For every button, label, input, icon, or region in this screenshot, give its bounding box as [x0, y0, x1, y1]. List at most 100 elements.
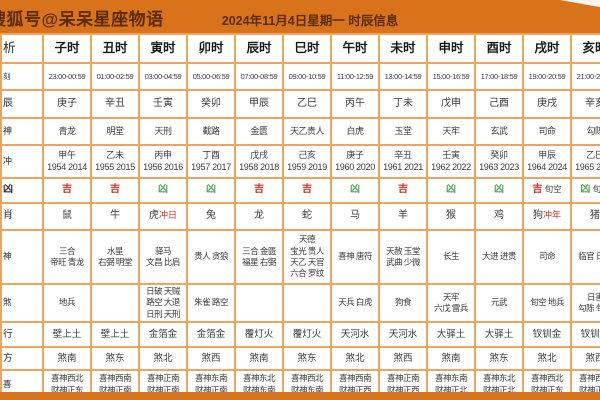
cell-shike: 05:00-06:59 [186, 62, 236, 91]
cell-shen1: 金匮 [234, 117, 284, 146]
cell-shen1: 天刑 [138, 117, 188, 146]
cell-wuxing: 覆灯火 [234, 321, 284, 348]
cell-wuxing: 钗钏金 [522, 321, 572, 348]
cell-wuxing: 钗钏金 [570, 321, 600, 348]
cell-sha: 天兵 白虎 [330, 283, 380, 323]
cell-shichen: 乙巳 [282, 89, 332, 119]
cell-shengxiao: 羊 [378, 202, 428, 231]
cell-shafang: 煞东 [282, 346, 332, 371]
row-label: 煞 [0, 283, 44, 323]
cell-jixiong: 吉 [42, 177, 92, 204]
cell-shike: 19:00-20:59 [522, 62, 572, 91]
cell-sha: 狗食 [378, 283, 428, 323]
inauspicious-flag: 凶 [580, 184, 591, 196]
table-row-chong: 冲甲午 1954 2014 乙未 1955 2015 丙申 1956 2016 丁酉 1957… [0, 144, 600, 179]
cell-chong: 丁酉 1957 2017 [186, 144, 236, 179]
row-label: 冲 [0, 144, 44, 179]
row-label: 凶 [0, 177, 44, 204]
cell-wuxing: 天河水 [378, 321, 428, 348]
inauspicious-flag: 凶 [350, 184, 360, 196]
cell-chong: 己亥 1959 2019 [282, 144, 332, 179]
auspicious-flag: 吉 [62, 184, 72, 196]
cell-shen1: 玉堂 [378, 117, 428, 146]
cell-wuxing: 金箔金 [186, 321, 236, 348]
page-title: 2024年11月4日星期一 时辰信息 [221, 14, 399, 28]
cell-shichen: 辛丑 [90, 89, 140, 119]
cell-chong: 甲午 1954 2014 [42, 144, 92, 179]
account-name: 搜狐号@呆呆星座物语 [0, 10, 164, 29]
cell-shengxiao: 虎冲日 [138, 202, 188, 231]
cell-shafang: 煞东 [90, 346, 140, 371]
table-row-wuxing: 行壁上土壁上土金箔金金箔金覆灯火覆灯火天河水天河水大驿土大驿土钗钏金钗钏金 [0, 321, 600, 348]
cell-shafang: 煞北 [522, 346, 572, 371]
column-header-丑时: 丑时 [90, 33, 140, 64]
cell-shen1: 白虎 [330, 117, 380, 146]
auspicious-flag: 吉 [398, 184, 408, 196]
cell-shichen: 癸卯 [186, 89, 236, 119]
cell-chong: 乙未 1955 2015 [90, 144, 140, 179]
cell-shichen: 戊申 [426, 89, 476, 119]
column-header-午时: 午时 [330, 33, 380, 64]
cell-jixiong: 吉 旬空 [522, 177, 572, 204]
cell-shike: 03:00-04:59 [138, 62, 188, 91]
hour-table: 析子时丑时寅时卯时辰时巳时午时未时申时酉时戌时亥时刻23:00-00:5901:… [0, 33, 600, 400]
cell-shichen: 辛亥 [570, 89, 600, 119]
cell-jixiong: 凶 [426, 177, 476, 204]
cell-shen2: 三合 帝旺 青龙 [42, 229, 92, 285]
row-label: 行 [0, 321, 44, 348]
cell-wuxing: 大驿土 [426, 321, 476, 348]
column-header-辰时: 辰时 [234, 33, 284, 64]
cell-shike: 15:00-16:59 [426, 62, 476, 91]
cell-shike: 07:00-08:59 [234, 62, 284, 91]
cell-shafang: 煞东 [474, 346, 524, 371]
column-header-申时: 申时 [426, 33, 476, 64]
cell-wuxing: 天河水 [330, 321, 380, 348]
cell-shafang: 煞北 [138, 346, 188, 371]
column-header-巳时: 巳时 [282, 33, 332, 64]
cell-sha: 元武 [474, 283, 524, 323]
top-banner: 搜狐号@呆呆星座物语 2024年11月4日星期一 时辰信息 [0, 0, 600, 33]
cell-shengxiao: 猴 [426, 202, 476, 231]
table-row-header: 析子时丑时寅时卯时辰时巳时午时未时申时酉时戌时亥时 [0, 33, 600, 64]
cell-shike: 23:00-00:59 [42, 62, 92, 91]
cell-sha: 日破 天贼 路空 大退 日刑 天刑 [138, 283, 188, 323]
inauspicious-flag: 凶 [494, 184, 504, 196]
table-row-shike: 刻 23:00-00:59 01:00-02:59 03:00-04:59 05:00-… [0, 62, 600, 91]
cell-sha [282, 283, 332, 323]
cell-shichen: 丙午 [330, 89, 380, 119]
cell-shengxiao: 鸡 [474, 202, 524, 231]
cell-shike: 17:00-18:59 [474, 62, 524, 91]
cell-shen2: 驿马 文昌 比肩 [138, 229, 188, 285]
auspicious-flag: 吉 [254, 184, 264, 196]
cell-shike: 11:00-12:59 [330, 62, 380, 91]
cell-jixiong: 吉 [90, 177, 140, 204]
cell-shike: 13:00-14:59 [378, 62, 428, 91]
cell-shengxiao: 牛 [90, 202, 140, 231]
cell-shafang: 煞南 [426, 346, 476, 371]
cell-shengxiao: 兔 [186, 202, 236, 231]
cell-shichen: 庚子 [42, 89, 92, 119]
cell-shen2: 司命 [522, 229, 572, 285]
cell-chong: 癸卯 1963 2023 [474, 144, 524, 179]
cell-wuxing: 壁上土 [42, 321, 92, 348]
table-row-shen2: 神三合 帝旺 青龙 水星 右弼 明堂 驿马 文昌 比肩 贵人 贪狼 三合 金匮 福星 右弼 天德宝… [0, 229, 600, 285]
row-label: 神 [0, 117, 44, 146]
table-row-sha: 煞地兵 日破 天贼 路空 大退 日刑 天刑 朱雀 路空 天兵 白虎 狗食 天牢 六戊 雷兵 元武旬… [0, 283, 600, 323]
inauspicious-flag: 凶 [446, 184, 456, 196]
cell-shen1: 天乙贵人 [282, 117, 332, 146]
cell-sha [90, 283, 140, 323]
cell-shen1: 青龙 [42, 117, 92, 146]
void-note: 旬空 [542, 184, 562, 195]
cell-jixiong: 凶 [474, 177, 524, 204]
cell-shengxiao: 猪 [570, 202, 600, 231]
void-note: 旬空 [590, 184, 600, 194]
cell-shafang: 煞北 [330, 346, 380, 371]
cell-shafang: 煞西 [570, 346, 600, 371]
cell-shafang: 煞南 [234, 346, 284, 371]
cell-chong: 戊戌 1958 2018 [234, 144, 284, 179]
row-label: 刻 [0, 62, 44, 91]
left-border-line [0, 33, 2, 392]
cell-wuxing: 壁上土 [90, 321, 140, 348]
cell-shen2: 水星 右弼 明堂 [90, 229, 140, 285]
